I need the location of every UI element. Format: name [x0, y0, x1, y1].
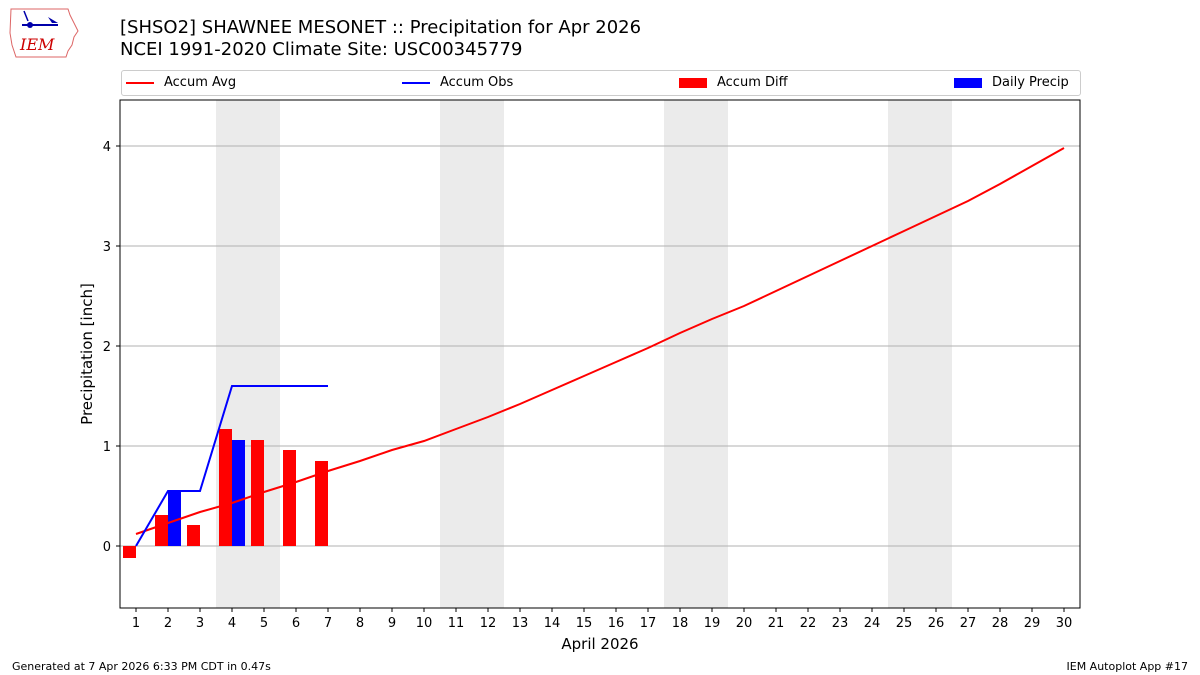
x-tick-label: 30 — [1056, 616, 1073, 631]
x-tick-label: 11 — [448, 616, 465, 631]
chart-title: [SHSO2] SHAWNEE MESONET :: Precipitation… — [120, 17, 641, 61]
x-tick-label: 21 — [768, 616, 785, 631]
legend-item-accum-avg: Accum Avg — [126, 75, 236, 90]
legend-label: Accum Avg — [164, 75, 237, 90]
legend-item-accum-obs: Accum Obs — [402, 75, 513, 90]
blue-line-icon — [402, 81, 430, 84]
x-tick-label: 15 — [576, 616, 593, 631]
app-footer: IEM Autoplot App #17 — [1066, 660, 1189, 673]
chart-legend: Accum Avg Accum Obs Accum Diff Daily Pre… — [121, 70, 1081, 96]
red-box-icon — [679, 77, 707, 88]
x-tick-label: 16 — [608, 616, 625, 631]
weekend-shade — [888, 100, 952, 608]
accum-diff-bar — [187, 525, 200, 546]
svg-text:IEM: IEM — [19, 35, 55, 54]
legend-label: Accum Diff — [717, 75, 788, 90]
x-tick-label: 8 — [356, 616, 364, 631]
legend-label: Accum Obs — [440, 75, 514, 90]
x-tick-label: 2 — [164, 616, 172, 631]
x-tick-label: 20 — [736, 616, 753, 631]
x-tick-label: 23 — [832, 616, 849, 631]
x-tick-label: 18 — [672, 616, 689, 631]
x-tick-label: 19 — [704, 616, 721, 631]
title-line-2: NCEI 1991-2020 Climate Site: USC00345779 — [120, 39, 523, 60]
axes-frame — [119, 99, 1081, 609]
x-tick-label: 28 — [992, 616, 1009, 631]
legend-label: Daily Precip — [992, 75, 1069, 90]
y-tick-label: 3 — [103, 240, 111, 255]
daily-precip-bar — [232, 440, 245, 546]
y-tick-label: 4 — [103, 140, 111, 155]
x-tick-label: 22 — [800, 616, 817, 631]
x-axis-label: April 2026 — [561, 635, 638, 653]
y-axis-label: Precipitation [inch] — [78, 283, 96, 425]
blue-box-icon — [954, 77, 982, 88]
x-tick-label: 14 — [544, 616, 561, 631]
y-tick-label: 0 — [103, 540, 111, 555]
accum-diff-bar — [283, 450, 296, 546]
x-tick-label: 6 — [292, 616, 300, 631]
legend-item-accum-diff: Accum Diff — [679, 75, 788, 90]
generated-footer: Generated at 7 Apr 2026 6:33 PM CDT in 0… — [12, 660, 271, 673]
weekend-shade — [664, 100, 728, 608]
x-tick-label: 12 — [480, 616, 497, 631]
accum-diff-bar — [315, 461, 328, 546]
accum-diff-bar — [251, 440, 264, 546]
accum-avg-line — [135, 147, 1065, 535]
x-tick-label: 27 — [960, 616, 977, 631]
x-tick-label: 5 — [260, 616, 268, 631]
title-line-1: [SHSO2] SHAWNEE MESONET :: Precipitation… — [120, 17, 642, 38]
x-tick-label: 24 — [864, 616, 881, 631]
x-tick-label: 4 — [228, 616, 236, 631]
accum-obs-line — [135, 385, 328, 547]
legend-item-daily-precip: Daily Precip — [954, 75, 1069, 90]
iem-logo: IEM — [8, 5, 80, 59]
x-tick-label: 13 — [512, 616, 529, 631]
y-tick-label: 2 — [103, 340, 111, 355]
y-tick-label: 1 — [103, 440, 111, 455]
x-tick-label: 26 — [928, 616, 945, 631]
x-tick-label: 10 — [416, 616, 433, 631]
accum-diff-bar — [219, 429, 232, 546]
accum-diff-bar — [155, 515, 168, 546]
red-line-icon — [126, 81, 154, 84]
accum-diff-bar — [123, 546, 136, 558]
daily-precip-bar — [168, 491, 181, 546]
x-tick-label: 29 — [1024, 616, 1041, 631]
x-tick-label: 3 — [196, 616, 204, 631]
x-tick-label: 25 — [896, 616, 913, 631]
x-tick-label: 9 — [388, 616, 396, 631]
weekend-shade — [440, 100, 504, 608]
x-tick-label: 17 — [640, 616, 657, 631]
x-tick-label: 1 — [132, 616, 140, 631]
x-tick-label: 7 — [324, 616, 332, 631]
